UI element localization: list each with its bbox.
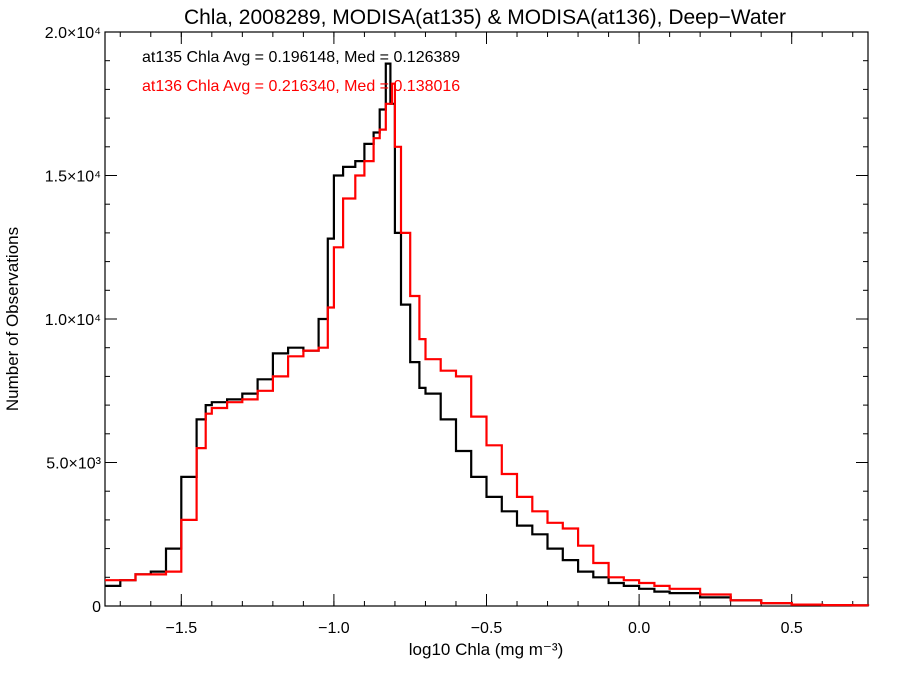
axis-ticks: −1.5 −1.0 −0.5 0.0 0.5 0 5.0×10³ 1.0×10⁴ 1.5×10⁴… (45, 25, 868, 637)
series-at135-line (105, 62, 870, 607)
x-tick-label: −0.5 (471, 620, 503, 637)
x-axis-label: log10 Chla (mg m⁻³) (409, 640, 563, 659)
y-tick-label: 1.5×10⁴ (45, 169, 101, 186)
y-tick-label: 5.0×10³ (46, 456, 101, 473)
x-tick-label: 0.5 (781, 620, 803, 637)
series-at136-line (105, 82, 870, 607)
annotation-at136: at136 Chla Avg = 0.216340, Med = 0.13801… (142, 78, 460, 95)
y-tick-label: 0 (92, 599, 101, 616)
chart-title: Chla, 2008289, MODISA(at135) & MODISA(at… (184, 6, 786, 29)
x-tick-label: −1.5 (166, 620, 198, 637)
y-tick-label: 2.0×10⁴ (45, 25, 101, 42)
y-axis-label: Number of Observations (3, 227, 22, 411)
series-layer (105, 62, 870, 607)
plot-frame (104, 31, 869, 607)
y-tick-label: 1.0×10⁴ (45, 312, 101, 329)
x-tick-label: 0.0 (628, 620, 650, 637)
x-tick-label: −1.0 (318, 620, 350, 637)
annotation-at135: at135 Chla Avg = 0.196148, Med = 0.12638… (142, 49, 460, 66)
